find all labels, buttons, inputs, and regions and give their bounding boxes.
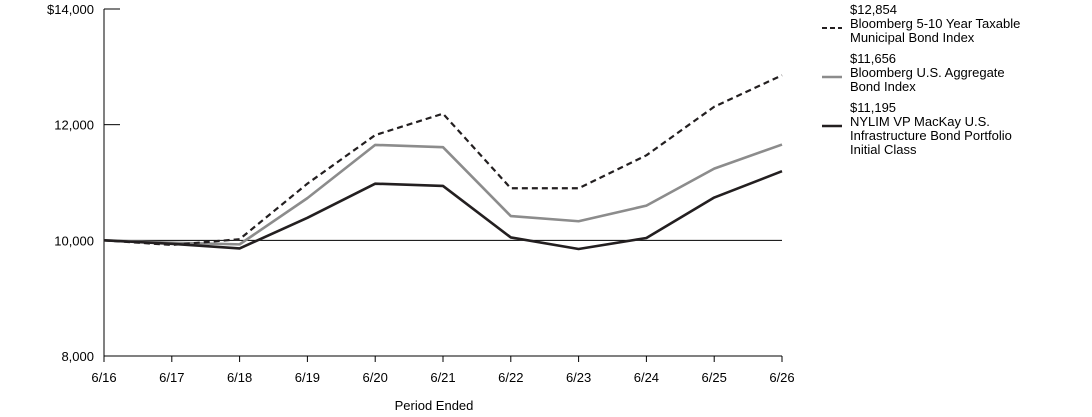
x-tick-label: 6/23 [566, 370, 591, 385]
legend-item-portfolio: $11,195 NYLIM VP MacKay U.S. Infrastruct… [822, 100, 1087, 157]
legend-label: Bloomberg U.S. Aggregate [850, 65, 1005, 80]
x-tick-label: 6/24 [634, 370, 659, 385]
line-chart: 8,000 10,000 12,000 $14,000 6/16 6/17 6/18 6/19… [47, 2, 795, 385]
x-tick-label: 6/17 [159, 370, 184, 385]
x-tick-label: 6/25 [702, 370, 727, 385]
legend: $12,854 Bloomberg 5-10 Year Taxable Muni… [822, 2, 1087, 163]
legend-swatch-black [822, 124, 842, 128]
series-line-2 [103, 170, 783, 251]
legend-item-aggregate: $11,656 Bloomberg U.S. Aggregate Bond In… [822, 51, 1087, 94]
legend-label: Bloomberg 5-10 Year Taxable [850, 16, 1021, 31]
x-tick-label: 6/26 [769, 370, 794, 385]
x-tick-label: 6/21 [430, 370, 455, 385]
series-line-1 [103, 143, 783, 246]
legend-label: NYLIM VP MacKay U.S. [850, 114, 990, 129]
x-tick-label: 6/22 [498, 370, 523, 385]
y-tick-label: $14,000 [47, 2, 94, 17]
legend-value: $11,195 [850, 100, 897, 115]
legend-item-municipal: $12,854 Bloomberg 5-10 Year Taxable Muni… [822, 2, 1087, 45]
legend-value: $11,656 [850, 51, 897, 66]
legend-label: Bond Index [850, 79, 916, 94]
series-line-0 [103, 74, 783, 247]
x-tick-label: 6/20 [363, 370, 388, 385]
y-tick-label: 8,000 [61, 349, 94, 364]
y-tick-label: 12,000 [54, 118, 94, 133]
x-tick-label: 6/18 [227, 370, 252, 385]
x-axis-title: Period Ended [394, 398, 474, 413]
legend-label: Municipal Bond Index [850, 30, 975, 45]
legend-value: $12,854 [850, 2, 897, 17]
y-tick-label: 10,000 [54, 233, 94, 248]
x-tick-label: 6/19 [295, 370, 320, 385]
x-tick-label: 6/16 [91, 370, 116, 385]
legend-swatch-gray [822, 75, 842, 79]
legend-swatch-dashed [822, 27, 842, 29]
legend-label: Initial Class [850, 142, 917, 157]
legend-label: Infrastructure Bond Portfolio [850, 128, 1012, 143]
